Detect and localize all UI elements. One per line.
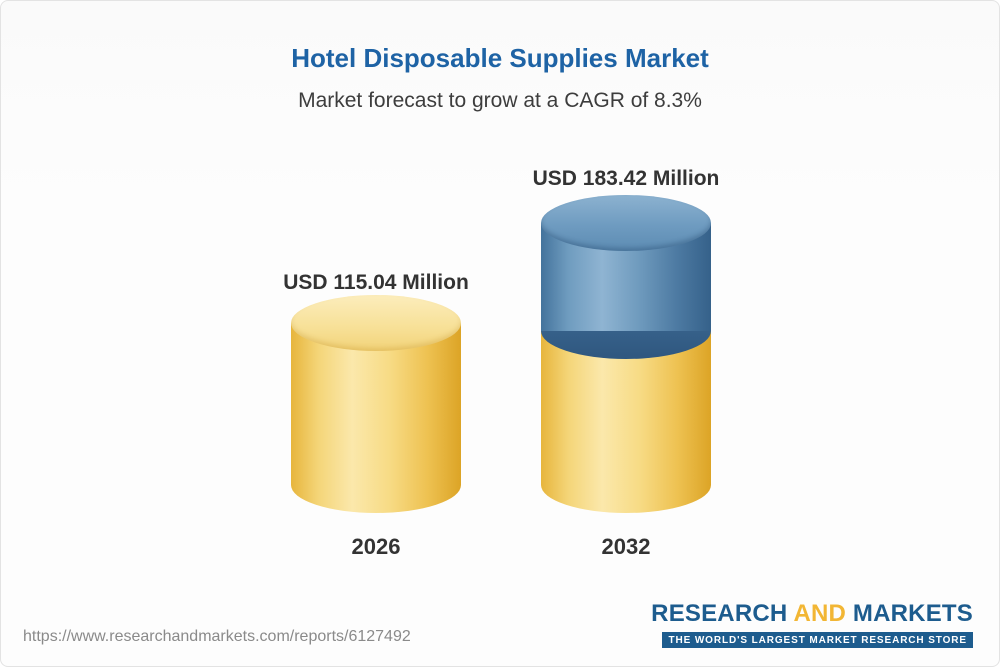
logo-tagline: THE WORLD'S LARGEST MARKET RESEARCH STOR… <box>662 632 973 648</box>
page-title: Hotel Disposable Supplies Market <box>291 43 709 73</box>
year-label-2032: 2032 <box>601 534 651 559</box>
report-url[interactable]: https://www.researchandmarkets.com/repor… <box>23 628 411 645</box>
logo-word-research: RESEARCH <box>651 600 788 627</box>
bar-2026-cylinder-body <box>291 323 461 513</box>
bar-2032-cylinder-top <box>541 195 711 251</box>
year-label-2026: 2026 <box>351 534 401 559</box>
bar-2032-base-segment <box>541 331 711 513</box>
value-label-2026: USD 115.04 Million <box>283 271 469 294</box>
bar-2026-cylinder-top <box>291 295 461 351</box>
value-label-2032: USD 183.42 Million <box>532 167 720 190</box>
logo-wordmark: RESEARCH AND MARKETS <box>651 600 973 628</box>
page-subtitle: Market forecast to grow at a CAGR of 8.3… <box>298 89 702 112</box>
logo-word-markets: MARKETS <box>852 600 973 627</box>
research-and-markets-logo: RESEARCH AND MARKETS THE WORLD'S LARGEST… <box>651 600 973 648</box>
logo-word-and: AND <box>793 600 847 627</box>
